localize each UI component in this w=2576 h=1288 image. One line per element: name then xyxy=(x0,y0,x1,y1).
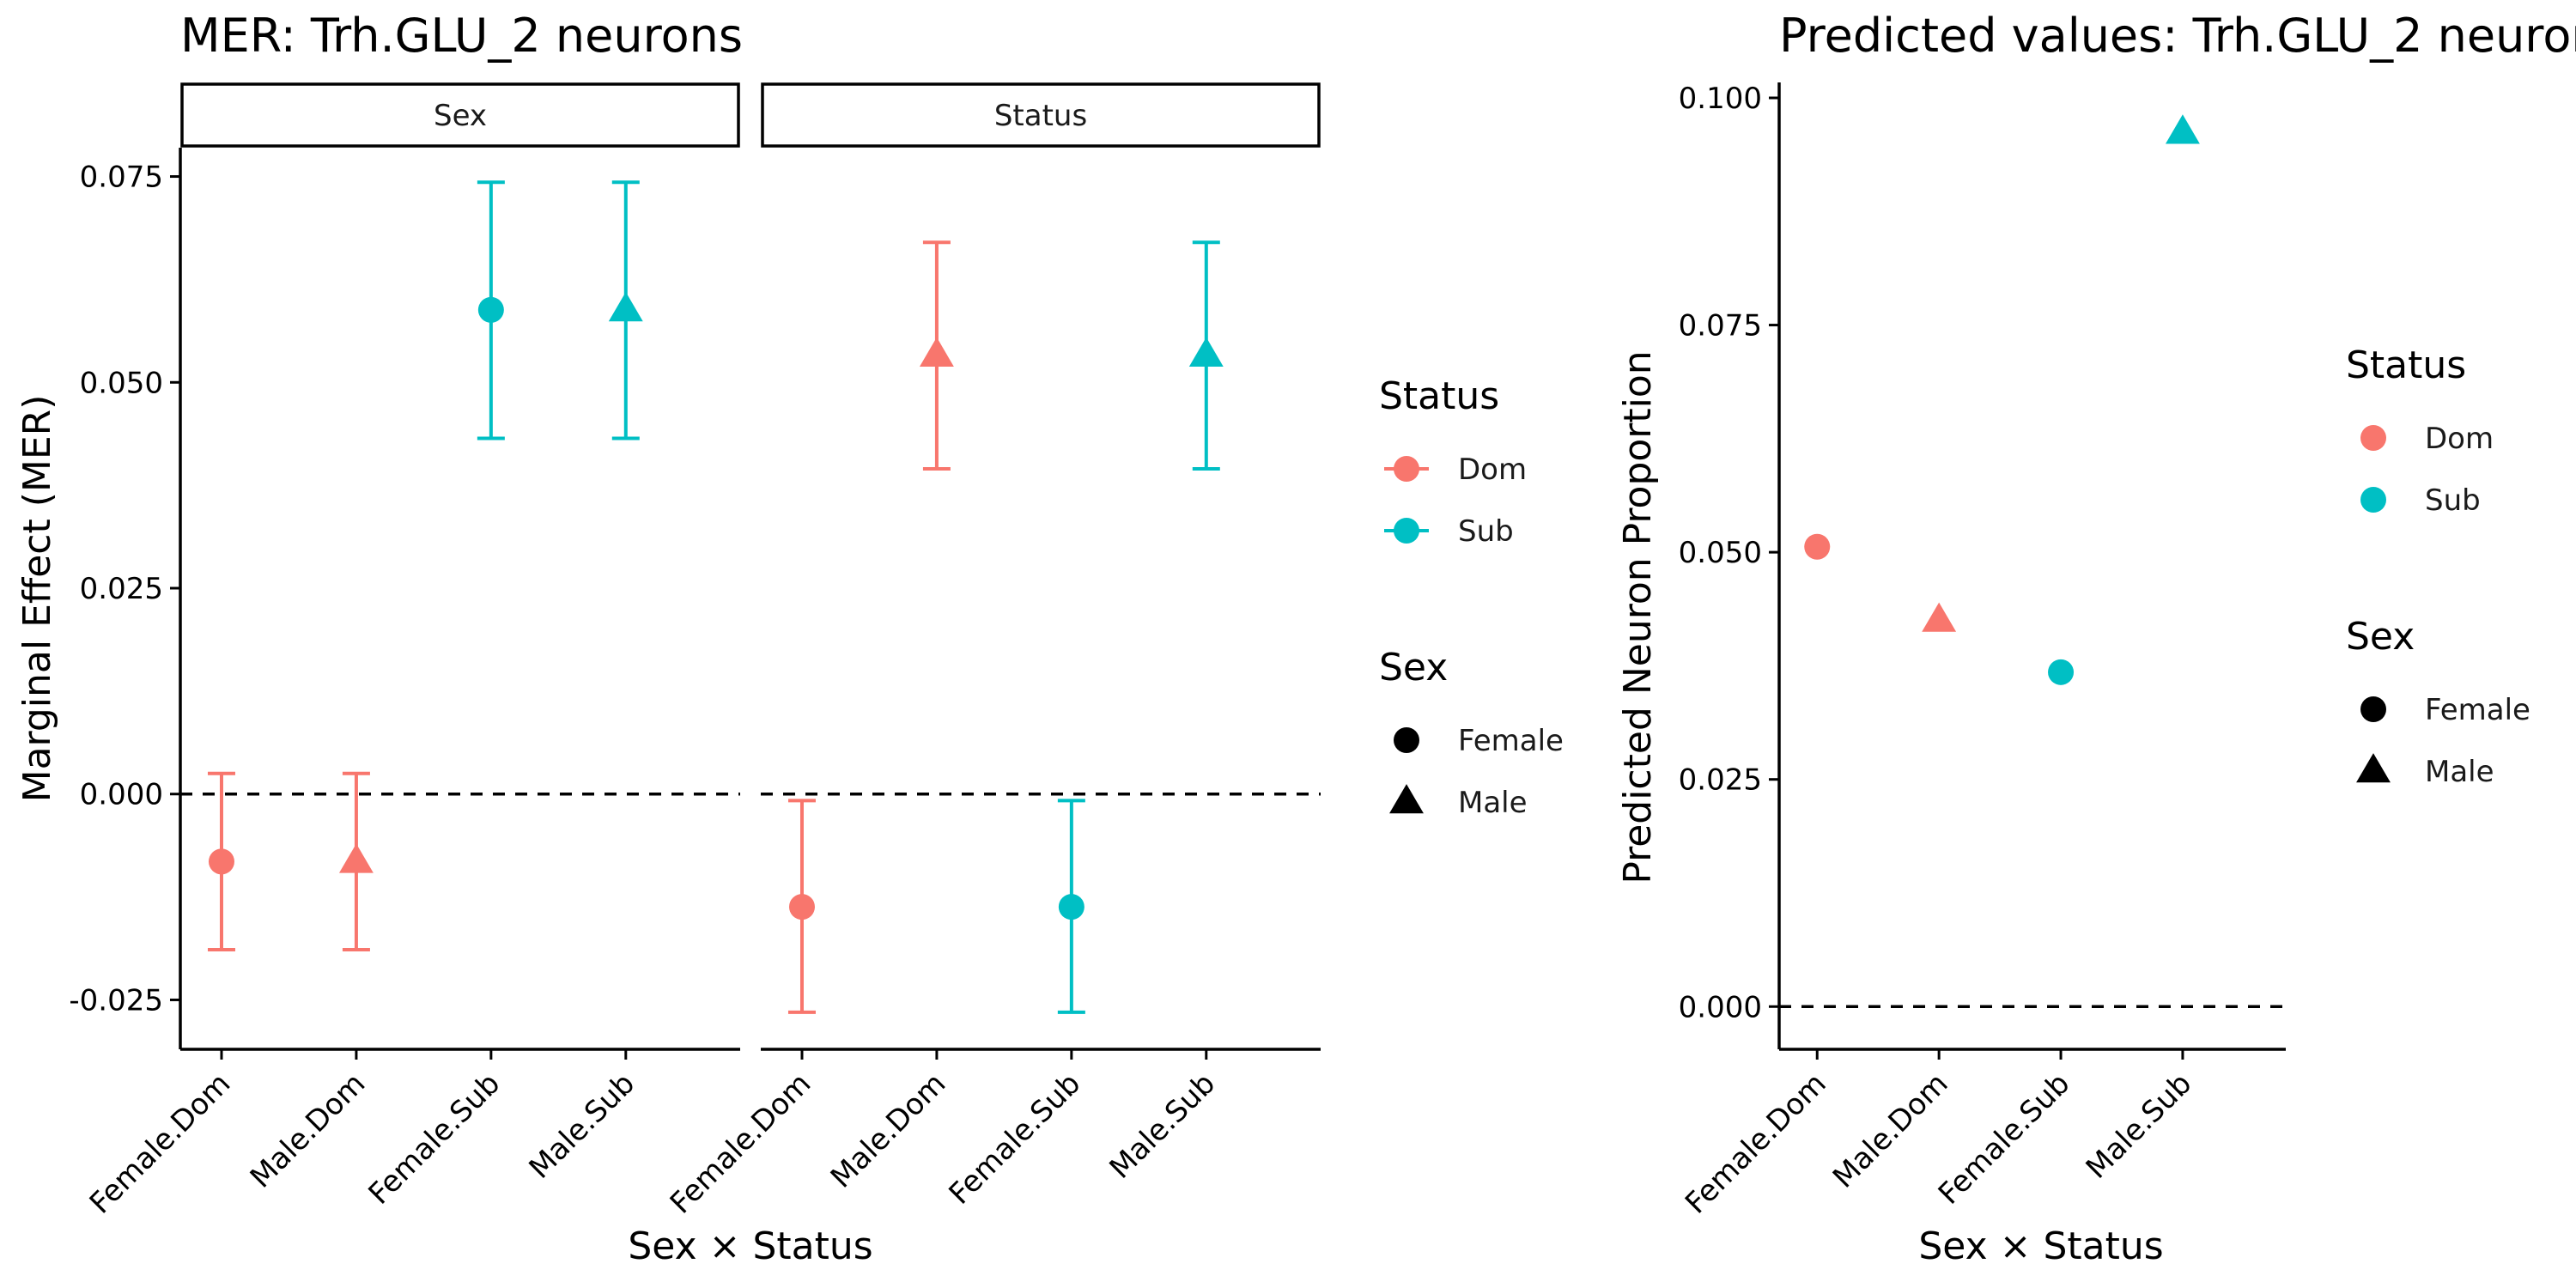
legend-label: Sub xyxy=(2425,483,2481,518)
strip-box xyxy=(180,82,740,148)
mer-x-tick-label: Female.Sub xyxy=(362,1066,507,1212)
legend-title: Status xyxy=(2346,343,2466,387)
legend-key-circle xyxy=(1394,456,1419,482)
mer-pointrange xyxy=(1057,799,1085,1014)
mer-x-tick-label: Male.Dom xyxy=(824,1066,953,1195)
pred-x-axis-title: Sex × Status xyxy=(1918,1224,2163,1268)
legend-label: Male xyxy=(2425,755,2494,789)
predicted-point xyxy=(2048,659,2075,685)
predicted-title: Predicted values: Trh.GLU_2 neurons xyxy=(1779,9,2576,63)
mer-x-axis-title: Sex × Status xyxy=(628,1224,872,1268)
data-point xyxy=(477,296,504,323)
predicted-legend: Status Dom Sub Sex Female Male xyxy=(2346,343,2530,789)
strip-label: Sex xyxy=(434,99,487,133)
pred-x-tick-label: Female.Sub xyxy=(1932,1066,2077,1212)
mer-pointrange xyxy=(1188,240,1224,471)
legend-title: Status xyxy=(1379,374,1499,418)
mer-y-tick-label: 0.000 xyxy=(80,778,163,812)
predicted-point xyxy=(1922,602,1957,632)
mer-x-tick-label: Male.Sub xyxy=(1103,1066,1223,1186)
legend-key-circle xyxy=(1394,727,1419,753)
mer-y-tick-label: -0.025 xyxy=(69,983,163,1018)
mer-chart: MER: Trh.GLU_2 neurons -0.025 0.000 0.025 0.… xyxy=(15,9,1564,1268)
pred-y-tick-label: 0.025 xyxy=(1679,763,1762,798)
mer-y-tick-label: 0.025 xyxy=(80,572,163,606)
pred-y-tick-label: 0.050 xyxy=(1679,536,1762,570)
legend-key-triangle xyxy=(1389,784,1424,814)
legend-label: Female xyxy=(1458,724,1564,758)
legend-label: Female xyxy=(2425,693,2530,727)
data-point xyxy=(919,337,954,367)
legend-label: Dom xyxy=(2425,422,2494,456)
data-point xyxy=(1058,894,1084,920)
legend-label: Sub xyxy=(1458,514,1514,549)
data-point xyxy=(208,848,234,875)
mer-y-tick-label: 0.075 xyxy=(80,161,163,195)
mer-x-tick-label: Female.Sub xyxy=(943,1066,1088,1212)
mer-legend: Status Dom Sub Sex Female Male xyxy=(1379,374,1564,820)
pred-x-tick-label: Female.Dom xyxy=(1679,1066,1833,1221)
strip-box xyxy=(761,82,1321,148)
legend-label: Dom xyxy=(1458,453,1527,487)
mer-title: MER: Trh.GLU_2 neurons xyxy=(180,9,743,63)
predicted-chart: Predicted values: Trh.GLU_2 neurons 0.000… xyxy=(1616,9,2576,1268)
data-point xyxy=(338,843,374,873)
pred-y-tick-label: 0.075 xyxy=(1679,309,1762,343)
legend-title: Sex xyxy=(2346,615,2415,659)
pred-y-tick-label: 0.000 xyxy=(1679,990,1762,1024)
legend-key-triangle xyxy=(2356,753,2391,783)
mer-pointrange xyxy=(608,180,643,440)
mer-x-tick-label: Male.Dom xyxy=(244,1066,373,1195)
mer-pointrange xyxy=(477,180,505,440)
legend-label: Male xyxy=(1458,786,1528,820)
data-point xyxy=(788,894,815,920)
pred-x-tick-label: Male.Dom xyxy=(1826,1066,1955,1195)
pred-y-tick-label: 0.100 xyxy=(1679,82,1762,116)
pred-y-axis-title: Predicted Neuron Proportion xyxy=(1616,350,1660,884)
strip-label: Status xyxy=(994,99,1087,133)
data-point xyxy=(608,292,643,322)
mer-pointrange xyxy=(338,771,374,951)
mer-y-tick-label: 0.050 xyxy=(80,366,163,400)
data-point xyxy=(1188,337,1224,367)
mer-x-tick-label: Female.Dom xyxy=(664,1066,818,1221)
mer-x-tick-label: Female.Dom xyxy=(83,1066,238,1221)
mer-x-tick-label: Male.Sub xyxy=(523,1066,642,1186)
predicted-point xyxy=(2165,114,2200,144)
legend-key-circle xyxy=(2360,425,2386,451)
predicted-point xyxy=(1804,533,1831,560)
legend-title: Sex xyxy=(1379,646,1448,690)
pred-x-tick-label: Male.Sub xyxy=(2080,1066,2199,1186)
mer-pointrange xyxy=(919,240,954,471)
mer-pointrange xyxy=(207,771,235,951)
legend-key-circle xyxy=(1394,518,1419,544)
mer-y-axis-title: Marginal Effect (MER) xyxy=(15,395,59,803)
legend-key-circle xyxy=(2360,696,2386,722)
legend-key-circle xyxy=(2360,487,2386,513)
mer-pointrange xyxy=(787,799,816,1014)
